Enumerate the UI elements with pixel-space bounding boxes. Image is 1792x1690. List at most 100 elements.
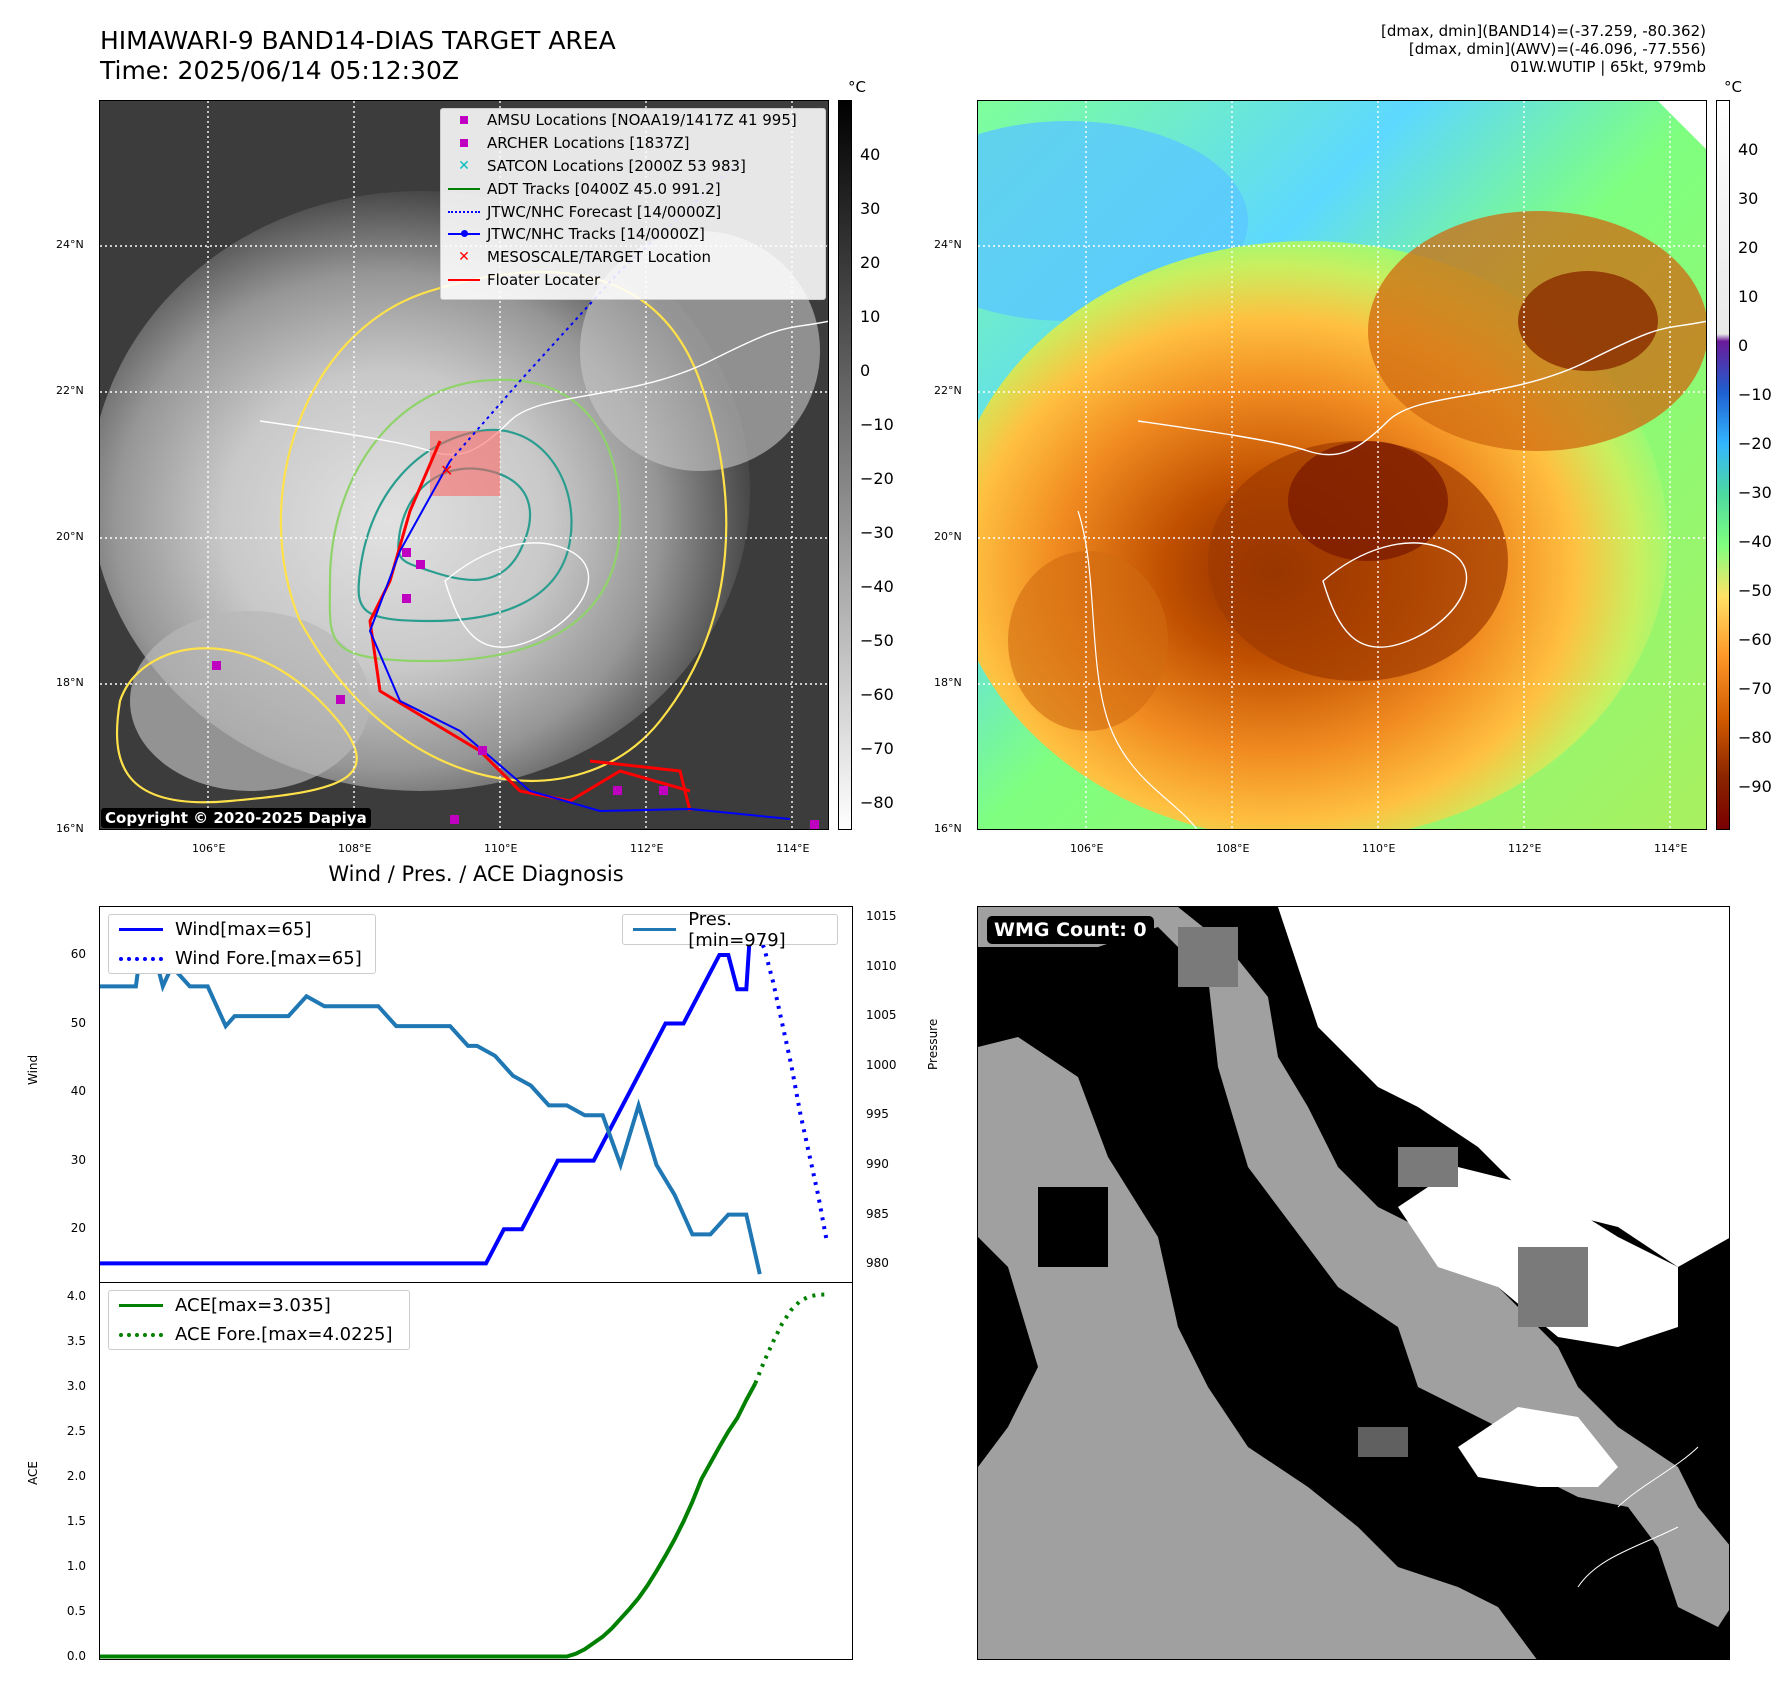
y-tick-label: 1015 — [866, 908, 897, 923]
cb-tick: 10 — [860, 307, 881, 326]
cb-tick: −40 — [860, 577, 894, 596]
lat-tick: 20°N — [934, 530, 962, 543]
lon-tick: 114°E — [1654, 842, 1688, 855]
cb-tick: −70 — [860, 739, 894, 758]
lon-tick: 110°E — [484, 842, 518, 855]
info-block: [dmax, dmin](BAND14)=(-37.259, -80.362) … — [1381, 22, 1706, 76]
wmg-panel — [977, 906, 1730, 1660]
diagnosis-title: Wind / Pres. / ACE Diagnosis — [328, 862, 624, 886]
y-tick-label: 1.5 — [66, 1513, 86, 1528]
lat-tick: 24°N — [934, 238, 962, 251]
legend-amsu: AMSU Locations [NOAA19/1417Z 41 995] — [487, 111, 797, 130]
cb-tick: −90 — [1738, 777, 1772, 796]
x-marker-icon: ✕ — [458, 249, 470, 266]
y-tick-label: 40 — [70, 1084, 86, 1099]
legend-target: MESOSCALE/TARGET Location — [487, 248, 712, 267]
y-tick-label: 2.5 — [66, 1423, 86, 1438]
series-line-wind-fore-max-65- — [749, 919, 830, 1244]
lon-tick: 108°E — [338, 842, 372, 855]
cb-tick: −30 — [1738, 483, 1772, 502]
pressure-axis-label: Pressure — [926, 1018, 940, 1070]
wind-pressure-plot — [100, 916, 830, 1275]
y-tick-label: 3.5 — [66, 1333, 86, 1348]
solid-line-icon — [633, 928, 677, 931]
ir-map-legend: AMSU Locations [NOAA19/1417Z 41 995] ARC… — [440, 108, 826, 300]
awv-map-image — [978, 101, 1706, 829]
copyright-badge: Copyright © 2020-2025 Dapiya — [101, 808, 371, 828]
y-tick-label: 2.0 — [66, 1468, 86, 1483]
y-tick-label: 60 — [70, 946, 86, 961]
legend-ace-fore: ACE Fore.[max=4.0225] — [175, 1324, 393, 1345]
info-band14: [dmax, dmin](BAND14)=(-37.259, -80.362) — [1381, 22, 1706, 40]
cb-tick: 40 — [1738, 140, 1759, 159]
cb-tick: −20 — [860, 469, 894, 488]
y-tick-label: 3.0 — [66, 1378, 86, 1393]
dotted-line-icon — [119, 956, 163, 961]
square-marker-icon — [441, 139, 487, 148]
solid-line-icon — [119, 928, 163, 931]
y-tick-label: 1010 — [866, 958, 897, 973]
ir-colorbar-unit: °C — [848, 78, 866, 96]
x-marker-icon: ✕ — [458, 157, 470, 174]
ace-plot — [100, 1292, 828, 1659]
lat-tick: 16°N — [934, 822, 962, 835]
cb-tick: −70 — [1738, 679, 1772, 698]
cb-tick: −60 — [860, 685, 894, 704]
lat-tick: 22°N — [56, 384, 84, 397]
line-dot-icon — [441, 230, 487, 238]
legend-wind-fore: Wind Fore.[max=65] — [175, 948, 362, 969]
lat-tick: 24°N — [56, 238, 84, 251]
cb-tick: −50 — [860, 631, 894, 650]
legend-archer: ARCHER Locations [1837Z] — [487, 134, 690, 153]
cb-tick: −10 — [1738, 385, 1772, 404]
y-tick-label: 0.5 — [66, 1603, 86, 1618]
legend-wind: Wind[max=65] — [175, 919, 312, 940]
legend-ace: ACE[max=3.035] — [175, 1295, 331, 1316]
info-awv: [dmax, dmin](AWV)=(-46.096, -77.556) — [1408, 40, 1706, 58]
y-tick-label: 1.0 — [66, 1558, 86, 1573]
info-storm: 01W.WUTIP | 65kt, 979mb — [1510, 58, 1706, 76]
lat-tick: 16°N — [56, 822, 84, 835]
cb-tick: 0 — [860, 361, 871, 380]
wind-axis-label: Wind — [26, 1054, 40, 1085]
cb-tick: 20 — [1738, 238, 1759, 257]
solid-line-icon — [441, 187, 487, 190]
map-title: HIMAWARI-9 BAND14-DIAS TARGET AREA — [100, 26, 616, 55]
lon-tick: 114°E — [776, 842, 810, 855]
series-line-ace-fore-max-4-0225- — [753, 1292, 828, 1385]
cb-tick: 30 — [860, 199, 881, 218]
pressure-legend: Pres.[min=979] — [622, 909, 838, 951]
series-line-ace-max-3-035- — [100, 1382, 758, 1659]
cb-tick: 40 — [860, 145, 881, 164]
legend-pressure: Pres.[min=979] — [688, 908, 786, 951]
solid-line-icon — [441, 278, 487, 281]
cb-tick: 0 — [1738, 336, 1749, 355]
y-tick-label: 4.0 — [66, 1288, 86, 1303]
legend-satcon: SATCON Locations [2000Z 53 983] — [487, 156, 746, 175]
series-line-pres-min-979- — [100, 916, 762, 1275]
legend-adt: ADT Tracks [0400Z 45.0 991.2] — [487, 179, 721, 198]
cb-tick: 30 — [1738, 189, 1759, 208]
ace-chart — [99, 1282, 853, 1660]
lon-tick: 106°E — [1070, 842, 1104, 855]
y-tick-label: 1000 — [866, 1057, 897, 1072]
cb-tick: −10 — [860, 415, 894, 434]
wmg-image — [978, 907, 1729, 1659]
series-line-wind-max-65- — [100, 920, 753, 1266]
solid-line-icon — [119, 1304, 163, 1307]
y-tick-label: 990 — [866, 1156, 889, 1171]
cb-tick: −50 — [1738, 581, 1772, 600]
cb-tick: −80 — [1738, 728, 1772, 747]
awv-colorbar — [1716, 100, 1730, 830]
ace-legend: ACE[max=3.035] ACE Fore.[max=4.0225] — [108, 1290, 410, 1350]
awv-colorbar-unit: °C — [1724, 78, 1742, 96]
dotted-line-icon — [441, 210, 487, 213]
y-tick-label: 20 — [70, 1221, 86, 1236]
y-tick-label: 980 — [866, 1256, 889, 1271]
y-tick-label: 1005 — [866, 1008, 897, 1023]
lon-tick: 112°E — [1508, 842, 1542, 855]
ace-axis-label: ACE — [26, 1461, 40, 1485]
y-tick-label: 995 — [866, 1107, 889, 1122]
lon-tick: 108°E — [1216, 842, 1250, 855]
y-tick-label: 985 — [866, 1206, 889, 1221]
